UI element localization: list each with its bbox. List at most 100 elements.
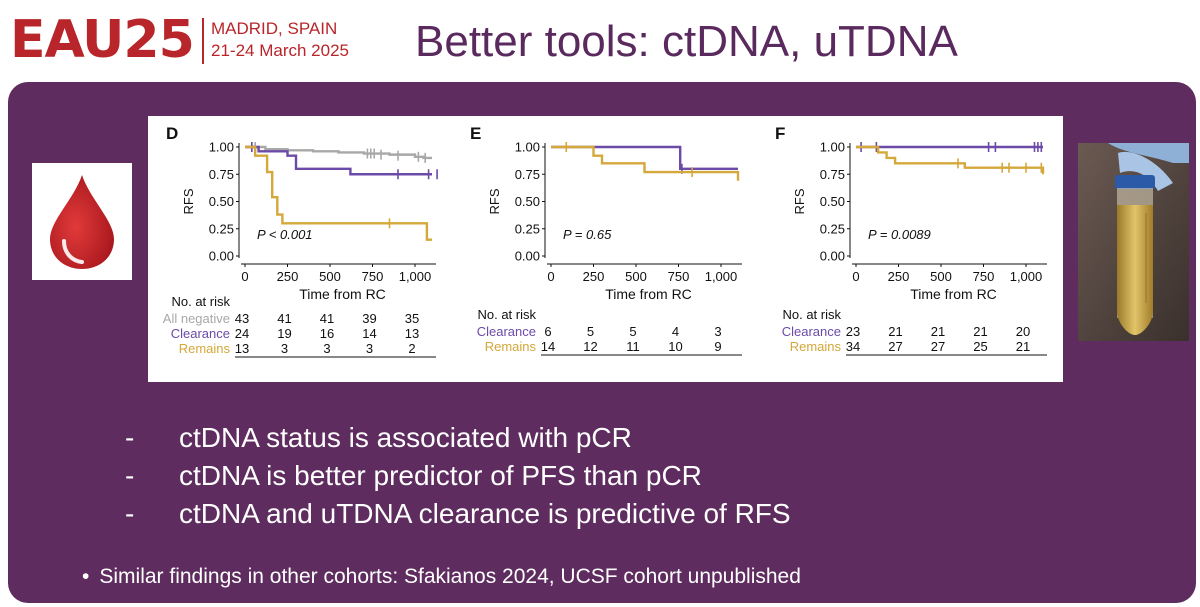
p-value-annotation: P < 0.001	[257, 227, 313, 242]
y-tick-label: 0.75	[209, 167, 234, 182]
conference-dates: 21-24 March 2025	[211, 41, 349, 60]
panel-label: D	[166, 124, 178, 143]
y-tick-label: 0.25	[820, 221, 845, 236]
x-tick-label: 500	[930, 269, 952, 284]
risk-table-label: No. at risk	[477, 307, 536, 322]
km-series-line	[551, 145, 738, 170]
risk-value: 21	[1016, 339, 1030, 354]
x-axis-label: Time from RC	[605, 286, 692, 302]
p-value-annotation: P = 0.0089	[868, 227, 931, 242]
x-tick-label: 1,000	[399, 269, 432, 284]
km-series-line	[245, 145, 432, 241]
km-charts: D RFS 0.00 0.25 0.50 0.75 1.00 0 250 500 750 1,000 T…	[148, 116, 1063, 382]
risk-value: 13	[235, 341, 249, 356]
risk-value: 41	[320, 311, 334, 326]
conference-info: MADRID, SPAIN 21-24 March 2025	[211, 18, 349, 62]
x-tick-label: 0	[547, 269, 554, 284]
y-axis-label: RFS	[487, 188, 502, 214]
risk-value: 3	[714, 324, 721, 339]
risk-value: 14	[362, 326, 376, 341]
risk-value: 35	[405, 311, 419, 326]
y-tick-label: 0.00	[209, 249, 234, 264]
risk-row-name: Remains	[790, 339, 842, 354]
risk-value: 25	[973, 339, 987, 354]
slide-title: Better tools: ctDNA, uTDNA	[415, 17, 958, 66]
bullet-text: ctDNA and uTDNA clearance is predictive …	[179, 498, 791, 529]
risk-row-name: Clearance	[477, 324, 536, 339]
km-series-line	[245, 145, 432, 160]
risk-value: 21	[931, 324, 945, 339]
risk-row-name: All negative	[163, 311, 230, 326]
bullet-marker: -	[125, 422, 135, 453]
x-tick-label: 250	[888, 269, 910, 284]
risk-value: 13	[405, 326, 419, 341]
x-tick-label: 1,000	[1010, 269, 1043, 284]
bullet-marker: -	[125, 460, 135, 491]
x-tick-label: 750	[362, 269, 384, 284]
risk-value: 43	[235, 311, 249, 326]
x-tick-label: 750	[668, 269, 690, 284]
x-tick-label: 500	[625, 269, 647, 284]
risk-table-label: No. at risk	[782, 307, 841, 322]
y-axis-label: RFS	[792, 188, 807, 214]
risk-value: 3	[281, 341, 288, 356]
risk-value: 34	[846, 339, 860, 354]
risk-value: 4	[672, 324, 679, 339]
risk-row-name: Clearance	[171, 326, 230, 341]
risk-value: 39	[362, 311, 376, 326]
risk-value: 2	[408, 341, 415, 356]
risk-value: 19	[277, 326, 291, 341]
km-series-line	[551, 145, 740, 181]
risk-value: 3	[366, 341, 373, 356]
risk-value: 20	[1016, 324, 1030, 339]
risk-value: 3	[323, 341, 330, 356]
km-series-line	[856, 145, 1045, 175]
y-tick-label: 0.50	[820, 194, 845, 209]
y-axis-label: RFS	[181, 188, 196, 214]
risk-value: 16	[320, 326, 334, 341]
risk-row-name: Remains	[485, 339, 537, 354]
footnote-marker: •	[82, 565, 90, 588]
y-tick-label: 0.50	[515, 194, 540, 209]
bullet-marker: -	[125, 498, 135, 529]
risk-value: 41	[277, 311, 291, 326]
y-tick-label: 1.00	[209, 140, 234, 155]
bullet-text: ctDNA status is associated with pCR	[179, 422, 632, 453]
y-tick-label: 0.00	[515, 249, 540, 264]
risk-value: 14	[541, 339, 555, 354]
conference-location: MADRID, SPAIN	[211, 19, 338, 38]
footnote: • Similar findings in other cohorts: Sfak…	[82, 563, 801, 591]
urine-sample-photo	[1078, 143, 1189, 341]
y-tick-label: 0.00	[820, 249, 845, 264]
footnote-text: Similar findings in other cohorts: Sfaki…	[99, 565, 801, 588]
x-tick-label: 250	[277, 269, 299, 284]
risk-value: 21	[973, 324, 987, 339]
eau-logo: EAU25	[10, 10, 195, 70]
blood-drop-card	[32, 163, 132, 280]
risk-value: 27	[931, 339, 945, 354]
x-tick-label: 750	[973, 269, 995, 284]
risk-value: 27	[888, 339, 902, 354]
risk-table-label: No. at risk	[171, 294, 230, 309]
panel-label: E	[470, 124, 481, 143]
risk-value: 10	[668, 339, 682, 354]
risk-value: 6	[544, 324, 551, 339]
risk-row-name: Clearance	[782, 324, 841, 339]
x-tick-label: 500	[319, 269, 341, 284]
x-axis-label: Time from RC	[910, 286, 997, 302]
km-series-line	[245, 145, 432, 176]
bullet-text: ctDNA is better predictor of PFS than pC…	[179, 460, 702, 491]
y-tick-label: 0.75	[820, 167, 845, 182]
y-tick-label: 1.00	[820, 140, 845, 155]
risk-value: 24	[235, 326, 249, 341]
header-divider	[202, 18, 204, 64]
x-tick-label: 250	[583, 269, 605, 284]
risk-value: 11	[626, 339, 640, 354]
y-tick-label: 1.00	[515, 140, 540, 155]
slide-header: EAU25 MADRID, SPAIN 21-24 March 2025 Bet…	[0, 0, 1200, 80]
y-tick-label: 0.50	[209, 194, 234, 209]
km-charts-svg: D RFS 0.00 0.25 0.50 0.75 1.00 0 250 500 750 1,000 T…	[163, 124, 1047, 358]
risk-value: 5	[587, 324, 594, 339]
blood-drop-icon	[50, 175, 114, 269]
risk-value: 21	[888, 324, 902, 339]
